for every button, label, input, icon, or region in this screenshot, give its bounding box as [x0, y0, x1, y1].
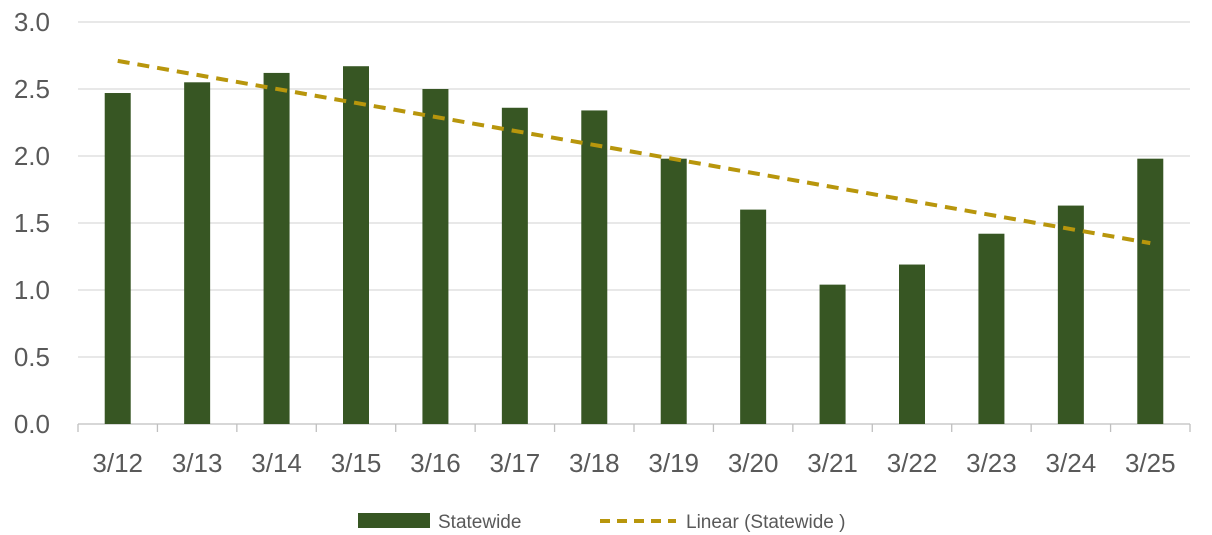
x-tick-label: 3/17 [490, 448, 541, 478]
y-tick-label: 3.0 [14, 7, 50, 37]
bar-3-12 [104, 93, 131, 425]
legend-swatch-statewide [358, 513, 430, 528]
y-tick-label: 0.0 [14, 409, 50, 439]
y-tick-label: 0.5 [14, 342, 50, 372]
bar-3-21 [819, 284, 846, 424]
trendline [117, 58, 1151, 246]
x-tick-label: 3/22 [887, 448, 938, 478]
bar-3-14 [263, 72, 290, 425]
legend-label-statewide: Statewide [438, 512, 521, 533]
y-tick-label: 1.5 [14, 208, 50, 238]
bar-3-18 [581, 110, 608, 424]
x-tick-label: 3/15 [331, 448, 382, 478]
x-tick-label: 3/12 [92, 448, 143, 478]
x-tick-label: 3/18 [569, 448, 620, 478]
legend-label-trendline: Linear (Statewide ) [686, 512, 845, 533]
x-tick-label: 3/13 [172, 448, 223, 478]
bar-3-15 [343, 66, 369, 424]
bar-3-13 [184, 82, 211, 425]
bar-3-23 [978, 233, 1005, 424]
x-tick-label: 3/14 [251, 448, 302, 478]
legend: Statewide Linear (Statewide ) [358, 512, 845, 533]
bar-3-19 [660, 158, 687, 424]
bars [104, 66, 1164, 425]
x-axis-ticks: 3/12 3/13 3/14 3/15 3/16 3/17 3/18 3/19 3/20 3/21… [92, 448, 1175, 478]
y-tick-label: 1.0 [14, 275, 50, 305]
x-tick-label: 3/20 [728, 448, 779, 478]
x-tick-label: 3/16 [410, 448, 461, 478]
x-tick-label: 3/19 [648, 448, 699, 478]
trendline-group [117, 58, 1151, 246]
x-tick-label: 3/24 [1046, 448, 1097, 478]
gridlines [77, 21, 1191, 432]
bar-3-25 [1137, 158, 1164, 424]
x-tick-label: 3/21 [807, 448, 858, 478]
y-tick-label: 2.5 [14, 74, 50, 104]
x-tick-label: 3/23 [966, 448, 1017, 478]
bar-3-17 [501, 107, 528, 424]
y-axis-ticks: 0.0 0.5 1.0 1.5 2.0 2.5 3.0 [14, 7, 50, 439]
bar-3-16 [422, 89, 449, 424]
bar-3-22 [899, 264, 925, 424]
bar-3-20 [740, 209, 767, 424]
y-tick-label: 2.0 [14, 141, 50, 171]
bar-3-24 [1057, 205, 1084, 424]
x-tick-label: 3/25 [1125, 448, 1176, 478]
